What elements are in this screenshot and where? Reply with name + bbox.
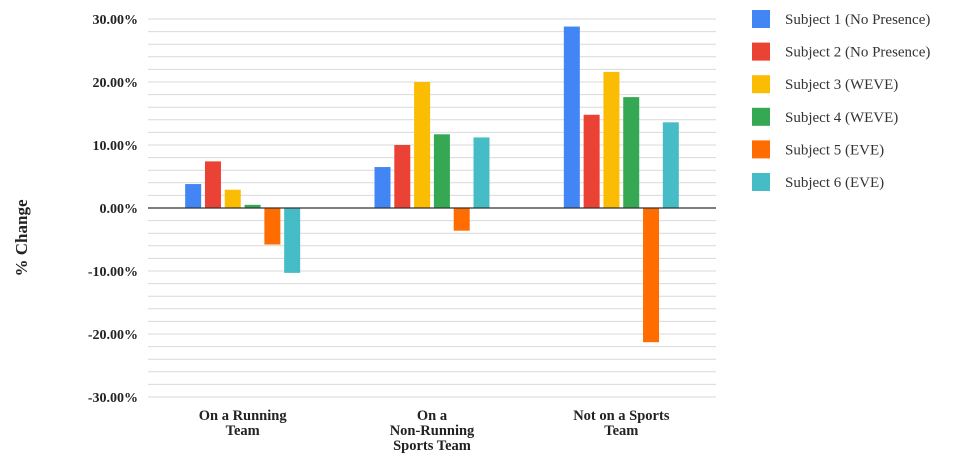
bar [563,26,580,209]
bar [583,114,600,208]
x-category-label: On a Non-Running Sports Team [390,408,475,454]
legend-label: Subject 3 (WEVE) [785,77,898,93]
legend-label: Subject 4 (WEVE) [785,110,898,126]
legend-swatch [752,42,770,61]
legend-swatch [752,107,770,126]
bar [623,97,640,208]
y-tick-label: 20.00% [93,76,139,91]
bar [662,122,679,208]
y-tick-label: 30.00% [93,13,139,28]
y-tick-label: -10.00% [88,265,138,280]
y-tick-label: -20.00% [88,328,138,343]
bar [204,161,221,208]
x-axis-category-labels: On a Running Team On a Non-Running Sports Te… [199,408,670,454]
legend-label: Subject 2 (No Presence) [785,45,930,61]
bars [185,26,679,343]
bar [264,208,281,245]
bar [394,145,411,208]
legend-label: Subject 5 (EVE) [785,142,884,158]
bar [224,189,241,208]
bar [185,184,202,208]
bar [603,71,620,208]
bar [453,208,470,231]
bar [284,208,301,273]
x-category-label: Not on a Sports Team [573,408,670,439]
grid-lines [148,18,716,398]
bar [244,204,261,208]
y-tick-label: 10.00% [93,139,139,154]
legend-swatch [752,140,770,159]
x-category-label: On a Running Team [199,408,288,439]
y-axis-tick-labels: 30.00% 20.00% 10.00% 0.00% -10.00% -20.00% -30… [88,13,138,406]
legend-swatch [752,173,770,191]
legend-swatch [752,10,770,28]
bar [433,134,450,208]
bar [414,82,431,208]
y-tick-label: -30.00% [88,391,138,406]
legend-label: Subject 6 (EVE) [785,175,884,191]
y-tick-label: 0.00% [100,202,139,217]
bar [374,167,391,208]
bar [473,137,490,208]
y-axis-label: % Change [12,199,31,276]
legend-label: Subject 1 (No Presence) [785,12,930,28]
legend: Subject 1 (No Presence) Subject 2 (No Pre… [752,10,930,191]
legend-swatch [752,75,770,94]
bar [643,208,660,343]
